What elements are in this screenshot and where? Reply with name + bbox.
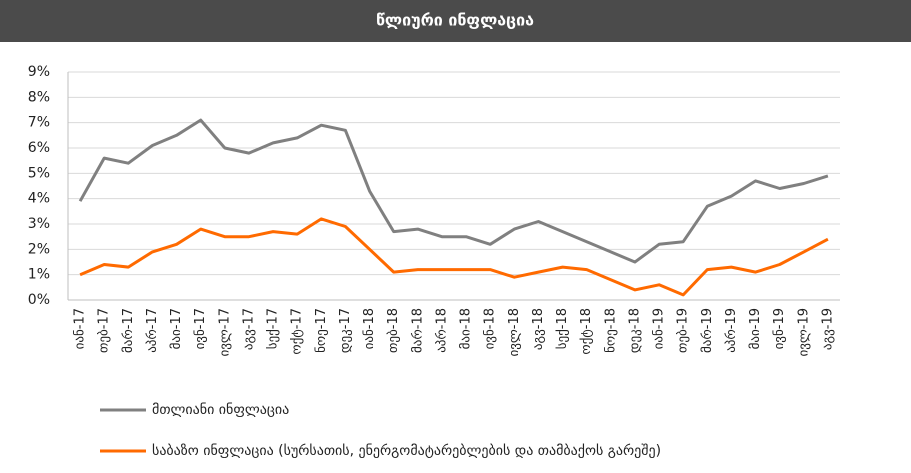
x-tick-label: აგვ-19 <box>820 308 835 350</box>
x-tick-label: მარ-17 <box>121 308 136 353</box>
x-tick-label: აპრ-17 <box>145 308 160 353</box>
x-tick-label: დეკ-18 <box>627 308 642 353</box>
chart-title: წლიური ინფლაცია <box>376 11 534 30</box>
x-tick-label: იან-18 <box>362 308 377 349</box>
x-tick-label: მაი-19 <box>748 308 763 349</box>
x-tick-label: აგვ-17 <box>241 308 256 350</box>
legend-label: მთლიანი ინფლაცია <box>152 402 289 418</box>
x-tick-label: მარ-19 <box>700 308 715 353</box>
x-tick-label: სექ-18 <box>555 308 570 349</box>
x-tick-label: ივნ-19 <box>772 308 787 349</box>
y-tick-label: 7% <box>28 115 50 131</box>
x-tick-label: ოქტ-18 <box>579 308 594 355</box>
x-tick-label: თებ-17 <box>97 308 112 353</box>
header-bar <box>0 0 911 42</box>
y-tick-label: 5% <box>28 165 50 181</box>
x-tick-label: ივნ-17 <box>193 308 208 349</box>
x-tick-label: დეკ-17 <box>338 308 353 353</box>
x-tick-label: სექ-17 <box>266 308 281 349</box>
y-tick-label: 3% <box>28 216 50 232</box>
x-tick-label: თებ-19 <box>676 308 691 353</box>
x-tick-label: ნოე-17 <box>314 308 329 353</box>
y-tick-label: 1% <box>28 267 50 283</box>
x-tick-label: თებ-18 <box>386 308 401 353</box>
x-tick-label: ოქტ-17 <box>290 308 305 355</box>
x-tick-label: აპრ-19 <box>724 308 739 353</box>
x-tick-label: მაი-17 <box>169 308 184 349</box>
x-tick-label: ნოე-18 <box>603 308 618 353</box>
legend-label: საბაზო ინფლაცია (სურსათის, ენერგომატარებ… <box>152 442 661 459</box>
x-tick-label: აპრ-18 <box>434 308 449 353</box>
y-tick-label: 9% <box>28 64 50 80</box>
x-tick-label: იან-17 <box>73 308 88 349</box>
x-tick-label: აგვ-18 <box>531 308 546 350</box>
x-tick-label: იან-19 <box>652 308 667 349</box>
y-tick-label: 2% <box>28 241 50 257</box>
x-tick-label: ივლ-17 <box>217 308 232 356</box>
y-tick-label: 8% <box>28 89 50 105</box>
x-tick-label: მარ-18 <box>410 308 425 353</box>
y-tick-label: 6% <box>28 140 50 156</box>
x-tick-label: მაი-18 <box>459 308 474 349</box>
x-tick-label: ივლ-19 <box>796 308 811 356</box>
y-tick-label: 0% <box>28 292 50 308</box>
x-tick-label: ივნ-18 <box>483 308 498 349</box>
series-line <box>79 217 829 297</box>
series-line <box>78 118 829 264</box>
x-tick-label: ივლ-18 <box>507 308 522 356</box>
y-tick-label: 4% <box>28 191 50 207</box>
